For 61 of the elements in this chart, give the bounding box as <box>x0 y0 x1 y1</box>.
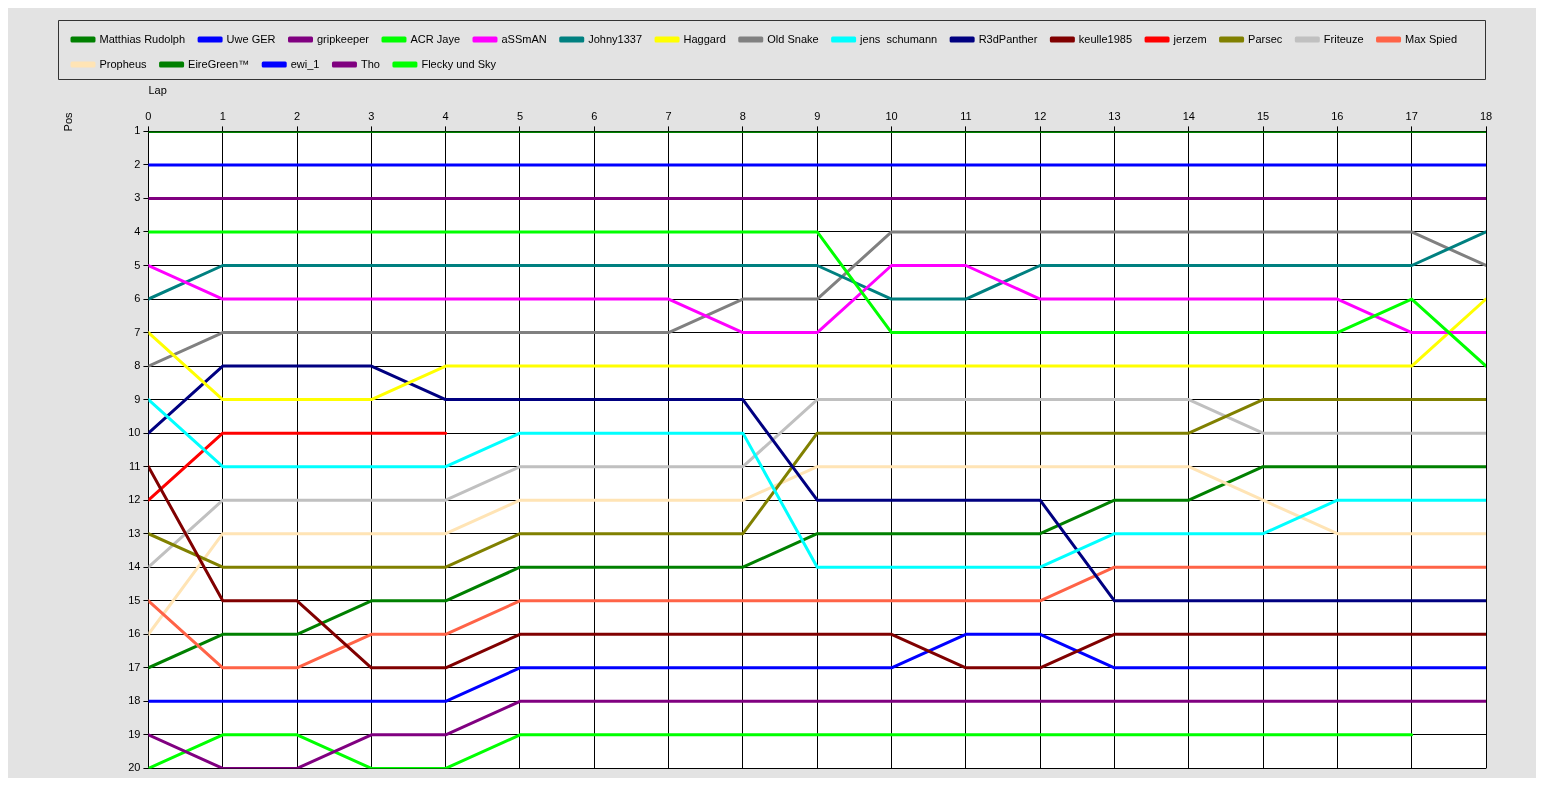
x-tick-label: 13 <box>1108 109 1121 122</box>
x-tick-label: 9 <box>814 109 821 122</box>
x-tick-label: 10 <box>885 109 898 122</box>
legend-label: Propheus <box>99 57 148 70</box>
y-tick-label: 10 <box>128 426 141 439</box>
legend-label: Friteuze <box>1323 32 1364 45</box>
y-tick-label: 6 <box>134 292 141 305</box>
legend-label: Max Spied <box>1405 32 1458 45</box>
y-tick-label: 12 <box>128 493 141 506</box>
x-tick-label: 2 <box>293 109 301 122</box>
x-tick-label: 12 <box>1034 109 1047 122</box>
y-tick-label: 5 <box>134 258 141 271</box>
x-tick-label: 5 <box>516 109 524 122</box>
legend-label: Matthias Rudolph <box>99 32 186 45</box>
legend-label: keulle1985 <box>1078 32 1133 45</box>
y-tick-label: 15 <box>128 593 141 606</box>
x-axis-title: Lap <box>148 83 167 96</box>
y-tick-label: 11 <box>129 459 141 472</box>
x-tick-label: 6 <box>591 109 598 122</box>
x-tick-label: 16 <box>1331 109 1344 122</box>
legend-label: jens schumann <box>859 32 938 45</box>
legend-label: Uwe GER <box>226 32 276 45</box>
y-tick-label: 2 <box>134 157 141 170</box>
x-tick-label: 4 <box>442 109 449 122</box>
y-tick-label: 8 <box>134 359 141 372</box>
x-tick-label: 15 <box>1256 109 1270 122</box>
y-axis-title: Pos <box>61 111 74 132</box>
y-tick-label: 14 <box>128 560 141 573</box>
x-tick-label: 11 <box>960 109 972 122</box>
x-tick-label: 8 <box>739 109 746 122</box>
x-tick-label: 0 <box>145 109 152 122</box>
legend-label: R3dPanther <box>978 32 1038 45</box>
x-tick-label: 18 <box>1479 109 1493 122</box>
x-tick-label: 17 <box>1405 109 1418 122</box>
legend-label: ACR Jaye <box>410 32 461 45</box>
legend-label: aSSmAN <box>501 32 547 45</box>
y-tick-label: 20 <box>128 761 141 774</box>
y-tick-label: 16 <box>128 627 141 640</box>
legend-label: Old Snake <box>767 32 819 45</box>
x-tick-label: 14 <box>1182 109 1195 122</box>
y-tick-label: 13 <box>128 526 141 539</box>
legend-label: EireGreen™ <box>188 57 250 70</box>
legend-label: Haggard <box>683 32 726 45</box>
legend-label: Tho <box>360 57 380 70</box>
legend-label: ewi_1 <box>290 57 320 70</box>
y-tick-label: 9 <box>134 392 141 405</box>
x-tick-label: 7 <box>665 109 672 122</box>
legend-label: Johny1337 <box>588 32 643 45</box>
legend-label: gripkeeper <box>317 32 370 45</box>
x-tick-label: 3 <box>368 109 375 122</box>
y-tick-label: 7 <box>134 325 141 338</box>
x-tick-label: 1 <box>219 109 226 122</box>
y-tick-label: 4 <box>134 225 141 238</box>
legend-label: jerzem <box>1172 32 1207 45</box>
y-tick-label: 1 <box>134 124 141 137</box>
legend-label: Parsec <box>1248 32 1283 45</box>
y-tick-label: 19 <box>128 727 141 740</box>
y-tick-label: 18 <box>128 694 141 707</box>
legend-label: Flecky und Sky <box>421 57 497 70</box>
y-tick-label: 3 <box>134 191 141 204</box>
y-tick-label: 17 <box>128 660 141 673</box>
